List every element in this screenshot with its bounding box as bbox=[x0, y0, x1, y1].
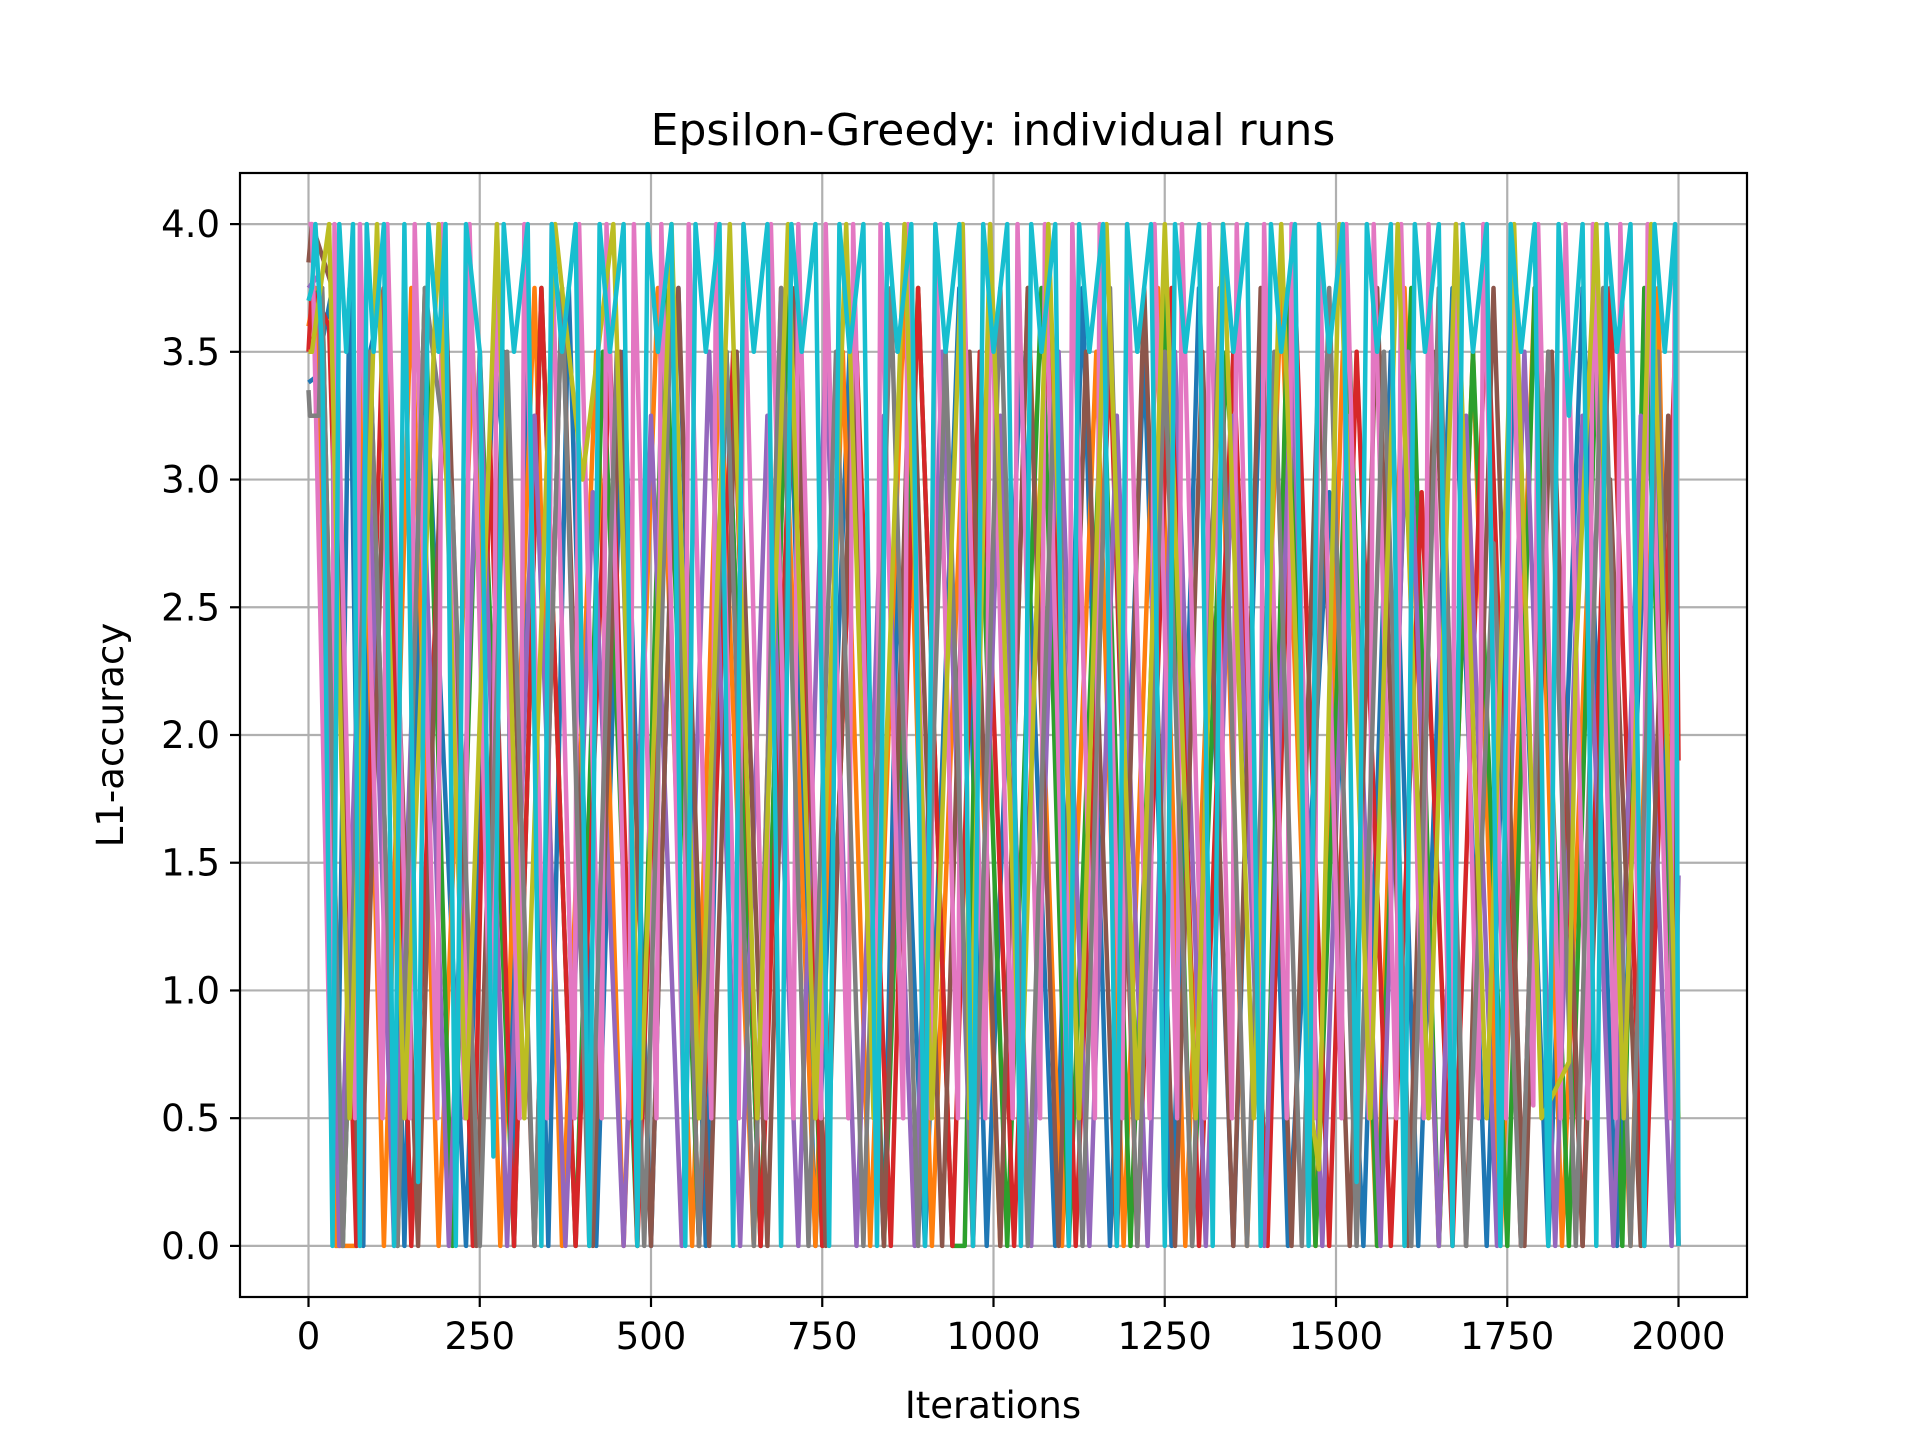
y-tick-label: 4.0 bbox=[161, 203, 220, 246]
x-tick-label: 250 bbox=[444, 1315, 515, 1358]
x-axis-label: Iterations bbox=[905, 1384, 1081, 1427]
x-tick-label: 1750 bbox=[1460, 1315, 1554, 1358]
x-tick-label: 1000 bbox=[946, 1315, 1040, 1358]
x-axis-ticks: 0 250 500 750 1000 1250 1500 1750 2000 bbox=[297, 1297, 1726, 1358]
y-tick-label: 3.0 bbox=[161, 459, 220, 502]
y-tick-label: 2.0 bbox=[161, 714, 220, 757]
chart-title: Epsilon-Greedy: individual runs bbox=[651, 105, 1336, 156]
x-tick-label: 500 bbox=[616, 1315, 687, 1358]
y-axis-label: L1-accuracy bbox=[89, 623, 132, 847]
y-tick-label: 2.5 bbox=[161, 586, 220, 629]
series-line-10 bbox=[306, 221, 1681, 1249]
y-tick-label: 3.5 bbox=[161, 331, 220, 374]
series-line-9 bbox=[308, 221, 1681, 1172]
y-axis-ticks: 0.0 0.5 1.0 1.5 2.0 2.5 3.0 3.5 4.0 bbox=[161, 203, 240, 1268]
x-tick-label: 750 bbox=[787, 1315, 858, 1358]
y-tick-label: 0.0 bbox=[161, 1225, 220, 1268]
x-tick-label: 1250 bbox=[1118, 1315, 1212, 1358]
y-tick-label: 1.5 bbox=[161, 842, 220, 885]
y-tick-label: 0.5 bbox=[161, 1097, 220, 1140]
x-tick-label: 0 bbox=[297, 1315, 321, 1358]
series-lines bbox=[306, 221, 1681, 1249]
x-tick-label: 2000 bbox=[1631, 1315, 1725, 1358]
x-tick-label: 1500 bbox=[1289, 1315, 1383, 1358]
y-tick-label: 1.0 bbox=[161, 969, 220, 1012]
